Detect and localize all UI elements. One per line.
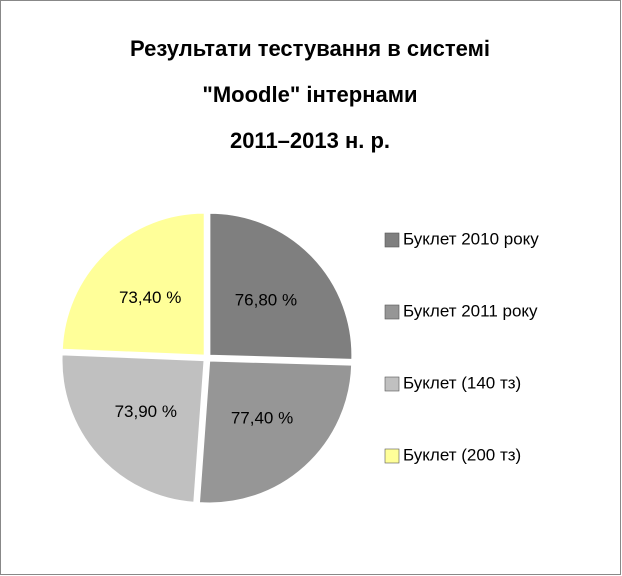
data-label: 76,80 % xyxy=(235,290,297,309)
pie-slice xyxy=(61,212,205,356)
data-label: 73,90 % xyxy=(115,402,177,421)
chart-title: 2011–2013 н. р. xyxy=(230,128,390,153)
legend-swatch xyxy=(384,232,400,248)
pie-slice xyxy=(198,360,353,504)
legend-label: Буклет (200 тз) xyxy=(403,445,521,464)
legend-label: Буклет (140 тз) xyxy=(403,373,521,392)
data-label: 77,40 % xyxy=(231,408,293,427)
legend-swatch xyxy=(384,376,400,392)
legend-label: Буклет 2011 року xyxy=(403,301,538,320)
chart-title: "Moodle" інтернами xyxy=(202,82,417,107)
chart-title: Результати тестування в системі xyxy=(130,36,490,61)
data-label: 73,40 % xyxy=(119,288,181,307)
legend-label: Буклет 2010 року xyxy=(403,229,539,248)
pie-slice xyxy=(61,354,205,503)
pie-slice xyxy=(209,212,353,360)
legend-swatch xyxy=(384,304,400,320)
legend-swatch xyxy=(384,448,400,464)
